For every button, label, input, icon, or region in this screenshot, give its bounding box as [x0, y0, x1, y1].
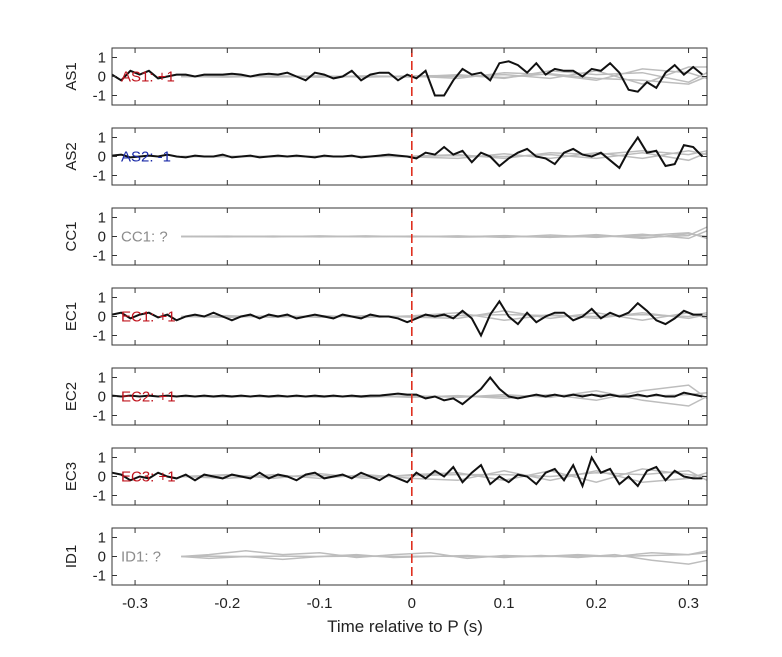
main-trace — [111, 299, 703, 338]
polarity-annotation: AS1: +1 — [121, 69, 175, 86]
y-tick-label: -1 — [93, 568, 106, 585]
y-tick-label: 0 — [98, 69, 106, 86]
background-trace — [181, 311, 708, 322]
y-tick-label: 0 — [98, 389, 106, 406]
x-tick-label: -0.1 — [307, 595, 333, 612]
y-tick-label: -1 — [93, 408, 106, 425]
panel-ylabel: CC1 — [63, 221, 80, 251]
background-trace — [181, 470, 708, 483]
polarity-annotation: EC2: +1 — [121, 389, 176, 406]
x-tick-label: 0.2 — [586, 595, 607, 612]
panel-ylabel: EC1 — [63, 302, 80, 331]
y-tick-label: -1 — [93, 248, 106, 265]
y-tick-label: 1 — [98, 210, 106, 227]
main-trace — [111, 60, 704, 97]
background-trace — [181, 550, 708, 558]
panels: -1 0 1 AS1 AS1: +1 -1 0 1 AS2 AS2: -1 -1 0 1 CC1 CC1: … — [63, 47, 708, 586]
y-tick-label: 0 — [98, 149, 106, 166]
main-trace — [111, 375, 703, 406]
y-tick-label: 1 — [98, 530, 106, 547]
polarity-annotation: CC1: ? — [121, 229, 168, 246]
polarity-annotation: AS2: -1 — [121, 149, 171, 166]
y-tick-label: 0 — [98, 469, 106, 486]
y-tick-label: 0 — [98, 309, 106, 326]
panel-id1: -1 0 1 ID1 ID1: ? — [63, 527, 708, 586]
y-tick-label: -1 — [93, 88, 106, 105]
panel-ec1: -1 0 1 EC1 EC1: +1 — [63, 287, 708, 346]
main-trace — [111, 135, 704, 170]
background-trace — [181, 231, 708, 240]
y-tick-label: 1 — [98, 130, 106, 147]
x-tick-label: 0 — [408, 595, 416, 612]
panel-as1: -1 0 1 AS1 AS1: +1 — [63, 47, 708, 106]
panel-ylabel: ID1 — [63, 545, 80, 568]
x-tick-label: -0.2 — [214, 595, 240, 612]
x-tick-label: 0.3 — [678, 595, 699, 612]
background-trace — [181, 390, 708, 407]
panel-ec3: -1 0 1 EC3 EC3: +1 — [63, 447, 708, 506]
panel-ylabel: EC3 — [63, 462, 80, 491]
main-trace — [111, 455, 703, 489]
x-tick-label: 0.1 — [494, 595, 515, 612]
polarity-annotation: ID1: ? — [121, 549, 161, 566]
panel-ec2: -1 0 1 EC2 EC2: +1 — [63, 367, 708, 426]
panel-as2: -1 0 1 AS2 AS2: -1 — [63, 127, 708, 186]
y-tick-label: -1 — [93, 488, 106, 505]
y-tick-label: -1 — [93, 328, 106, 345]
polarity-annotation: EC3: +1 — [121, 469, 176, 486]
y-tick-label: -1 — [93, 168, 106, 185]
y-tick-label: 0 — [98, 229, 106, 246]
x-tick-label: -0.3 — [122, 595, 148, 612]
y-tick-label: 0 — [98, 549, 106, 566]
panel-ylabel: AS1 — [63, 62, 80, 90]
x-axis-label: Time relative to P (s) — [327, 617, 483, 636]
panel-ylabel: AS2 — [63, 142, 80, 170]
y-tick-label: 1 — [98, 290, 106, 307]
y-tick-label: 1 — [98, 450, 106, 467]
polarity-annotation: EC1: +1 — [121, 309, 176, 326]
panel-ylabel: EC2 — [63, 382, 80, 411]
x-axis: -0.3 -0.2 -0.1 0 0.1 0.2 0.3 — [122, 595, 699, 612]
y-tick-label: 1 — [98, 370, 106, 387]
panel-cc1: -1 0 1 CC1 CC1: ? — [63, 207, 708, 266]
y-tick-label: 1 — [98, 50, 106, 67]
background-trace — [181, 68, 708, 82]
